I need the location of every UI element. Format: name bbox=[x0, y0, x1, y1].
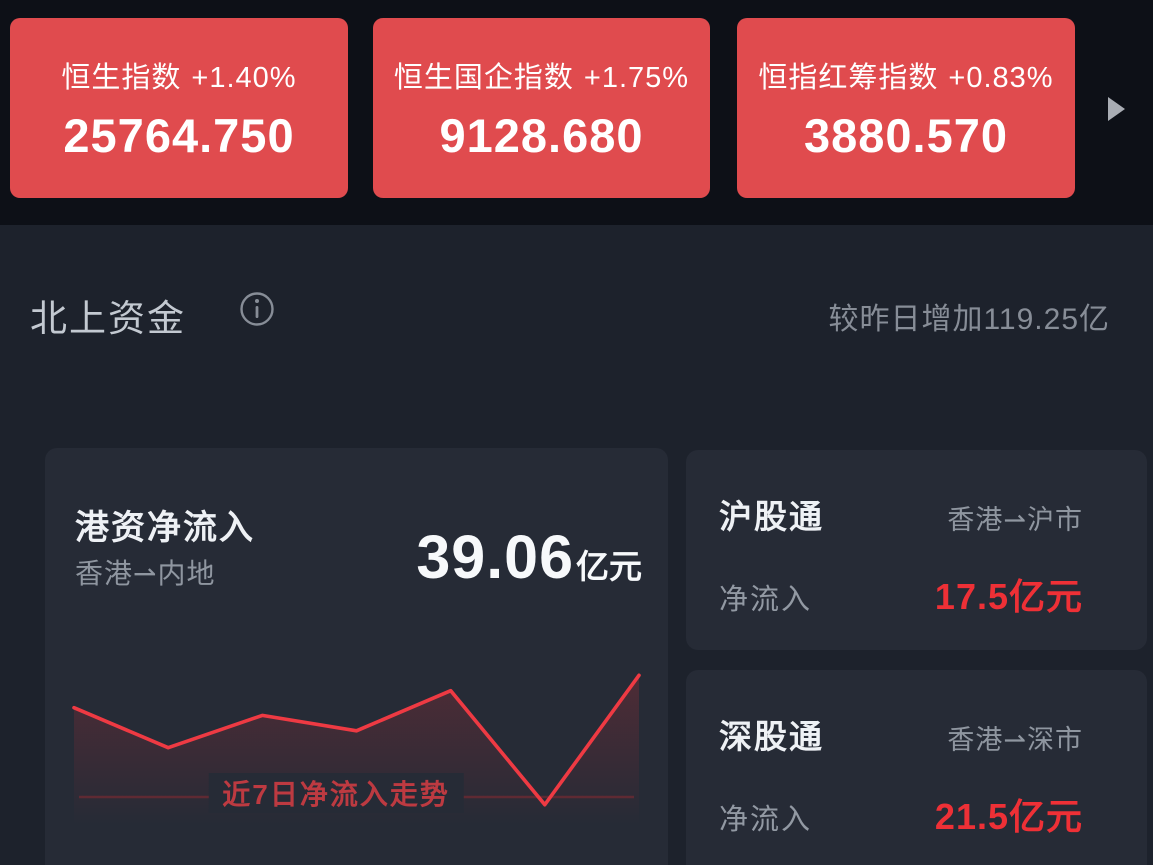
net-inflow-label: 净流入 bbox=[719, 804, 813, 836]
card-title: 港资净流入 bbox=[75, 509, 255, 547]
index-value: 3880.570 bbox=[803, 108, 1009, 162]
flow-route-label: 香港⇀深市 bbox=[947, 725, 1083, 755]
sz-connect-card[interactable]: 深股通 香港⇀深市 净流入 21.5亿元 bbox=[686, 670, 1147, 865]
flow-route-label: 香港⇀内地 bbox=[75, 558, 216, 589]
index-value: 25764.750 bbox=[63, 108, 295, 162]
value-number: 39.06 bbox=[416, 523, 574, 591]
net-inflow-value: 39.06 亿元 bbox=[416, 522, 642, 592]
value-unit: 亿元 bbox=[576, 548, 642, 585]
net-inflow-value: 17.5亿元 bbox=[934, 576, 1083, 617]
index-name: 恒指红筹指数 bbox=[758, 61, 939, 94]
index-card-hsi[interactable]: 恒生指数 +1.40% 25764.750 bbox=[10, 18, 348, 198]
index-change: +0.83% bbox=[948, 61, 1054, 94]
index-name-and-change: 恒指红筹指数 +0.83% bbox=[758, 54, 1053, 96]
chart-caption: 近7日净流入走势 bbox=[208, 773, 464, 813]
chevron-right-icon[interactable] bbox=[1108, 97, 1125, 121]
index-change: +1.40% bbox=[191, 61, 297, 94]
sh-connect-card[interactable]: 沪股通 香港⇀沪市 净流入 17.5亿元 bbox=[686, 450, 1147, 650]
northbound-funds-header: 北上资金 较昨日增加119.25亿 bbox=[0, 288, 1153, 348]
daily-increase-note: 较昨日增加119.25亿 bbox=[828, 303, 1110, 336]
index-strip: 恒生指数 +1.40% 25764.750 恒生国企指数 +1.75% 9128.6… bbox=[0, 0, 1153, 225]
index-name: 恒生国企指数 bbox=[393, 61, 574, 94]
card-title: 沪股通 bbox=[719, 498, 824, 535]
flow-route-label: 香港⇀沪市 bbox=[947, 505, 1083, 535]
index-name-and-change: 恒生指数 +1.40% bbox=[61, 54, 296, 96]
net-inflow-value: 21.5亿元 bbox=[934, 796, 1083, 837]
hk-net-inflow-card[interactable]: 港资净流入 香港⇀内地 39.06 亿元 近7日净流入走势 bbox=[45, 448, 668, 865]
section-title: 北上资金 bbox=[30, 298, 186, 339]
index-name: 恒生指数 bbox=[61, 61, 182, 94]
card-title: 深股通 bbox=[719, 718, 824, 755]
index-value: 9128.680 bbox=[439, 108, 644, 162]
index-change: +1.75% bbox=[583, 61, 690, 94]
index-card-hscei[interactable]: 恒生国企指数 +1.75% 9128.680 bbox=[373, 18, 710, 198]
index-card-hscci[interactable]: 恒指红筹指数 +0.83% 3880.570 bbox=[737, 18, 1075, 198]
info-circle-icon[interactable] bbox=[238, 290, 276, 333]
index-name-and-change: 恒生国企指数 +1.75% bbox=[394, 54, 689, 96]
net-inflow-label: 净流入 bbox=[719, 584, 813, 616]
